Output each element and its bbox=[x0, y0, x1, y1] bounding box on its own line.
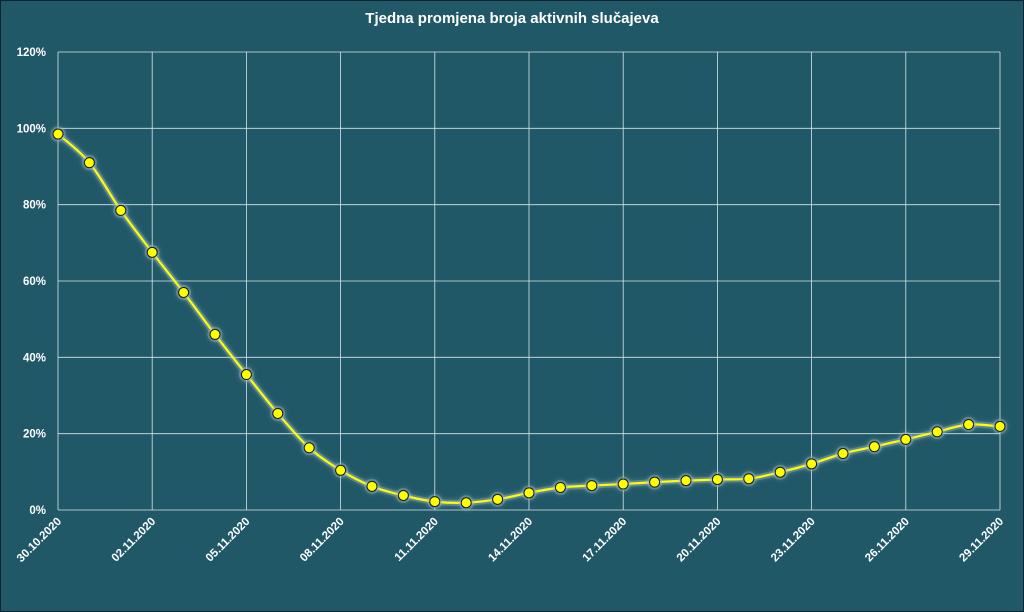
data-point bbox=[900, 433, 912, 445]
y-tick-label: 100% bbox=[17, 123, 46, 135]
data-point bbox=[649, 476, 661, 488]
y-tick-label: 40% bbox=[23, 352, 46, 364]
data-point bbox=[335, 464, 347, 476]
data-point bbox=[115, 204, 127, 216]
data-point bbox=[711, 473, 723, 485]
x-tick-label: 05.11.2020 bbox=[204, 516, 253, 565]
x-tick-label: 11.11.2020 bbox=[393, 516, 441, 564]
data-point bbox=[837, 448, 849, 460]
x-tick-label: 08.11.2020 bbox=[298, 516, 347, 565]
data-point bbox=[146, 246, 158, 258]
data-point bbox=[523, 487, 535, 499]
data-point bbox=[429, 496, 441, 508]
x-tick-label: 02.11.2020 bbox=[110, 516, 159, 565]
data-point bbox=[272, 407, 284, 419]
y-tick-label: 20% bbox=[23, 429, 46, 441]
x-axis: 30.10.2020 02.11.2020 05.11.2020 08.11.2020… bbox=[15, 516, 1006, 565]
data-point bbox=[366, 480, 378, 492]
x-tick-label: 26.11.2020 bbox=[863, 516, 912, 565]
x-tick-label: 23.11.2020 bbox=[769, 516, 818, 565]
data-point bbox=[303, 442, 315, 454]
data-point bbox=[397, 489, 409, 501]
data-point bbox=[554, 481, 566, 493]
series-points bbox=[50, 126, 1008, 511]
y-axis: 0% 20% 40% 60% 80% 100% 120% bbox=[17, 47, 46, 517]
data-point bbox=[460, 497, 472, 509]
data-point bbox=[178, 286, 190, 298]
data-point bbox=[240, 369, 252, 381]
x-tick-label: 29.11.2020 bbox=[957, 516, 1006, 565]
grid bbox=[57, 51, 1001, 511]
y-tick-label: 120% bbox=[17, 47, 46, 59]
data-point bbox=[774, 466, 786, 478]
data-point bbox=[586, 480, 598, 492]
y-tick-label: 80% bbox=[23, 200, 46, 212]
data-point bbox=[83, 157, 95, 169]
data-point bbox=[931, 426, 943, 438]
x-tick-label: 17.11.2020 bbox=[581, 516, 630, 565]
x-tick-label: 30.10.2020 bbox=[15, 516, 64, 565]
data-point bbox=[52, 128, 64, 140]
x-tick-label: 14.11.2020 bbox=[486, 516, 535, 565]
data-point bbox=[963, 419, 975, 431]
data-point bbox=[617, 478, 629, 490]
data-point bbox=[209, 328, 221, 340]
x-tick-label: 20.11.2020 bbox=[675, 516, 724, 565]
data-point bbox=[492, 493, 504, 505]
data-point bbox=[994, 420, 1006, 432]
data-point bbox=[743, 473, 755, 485]
chart-title: Tjedna promjena broja aktivnih slučajeva bbox=[365, 10, 659, 27]
data-point bbox=[868, 441, 880, 453]
y-tick-label: 60% bbox=[23, 276, 46, 288]
y-tick-label: 0% bbox=[29, 505, 46, 517]
data-point bbox=[680, 475, 692, 487]
data-point bbox=[806, 458, 818, 470]
